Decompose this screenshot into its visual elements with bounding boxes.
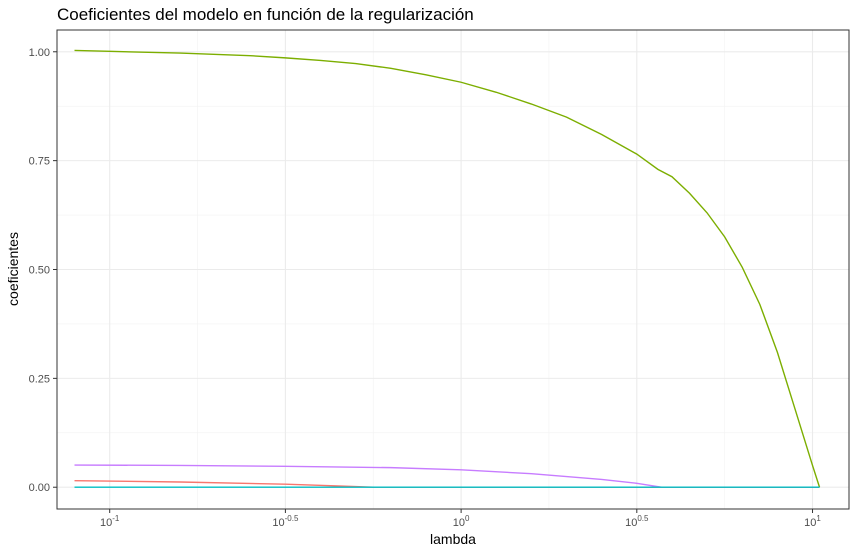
series-line-1 bbox=[74, 49, 821, 488]
y-axis-title: coeficientes bbox=[5, 232, 21, 306]
x-tick-exponent: 0.5 bbox=[637, 514, 649, 523]
x-tick-exponent: 0 bbox=[465, 514, 470, 523]
chart-title: Coeficientes del modelo en función de la… bbox=[57, 5, 474, 24]
x-tick-base: 10 bbox=[804, 517, 816, 529]
y-tick-label: 1.00 bbox=[29, 47, 50, 59]
x-tick-label: 10-1 bbox=[100, 514, 120, 529]
x-tick-exponent: -0.5 bbox=[285, 514, 299, 523]
grid bbox=[57, 30, 849, 509]
x-tick-label: 101 bbox=[804, 514, 821, 529]
series-line-3 bbox=[74, 480, 820, 488]
y-tick-label: 0.50 bbox=[29, 265, 50, 277]
x-tick-label: 100 bbox=[453, 514, 470, 529]
x-tick-base: 10 bbox=[453, 517, 465, 529]
axes: 10-1 10-0.5 100 100.5 1010.000.250.500.751.0… bbox=[29, 47, 822, 529]
x-tick-base: 10 bbox=[272, 517, 284, 529]
y-tick-label: 0.25 bbox=[29, 373, 50, 385]
y-tick-label: 0.75 bbox=[29, 156, 50, 168]
x-tick-base: 10 bbox=[100, 517, 112, 529]
x-tick-exponent: -1 bbox=[112, 514, 120, 523]
x-tick-exponent: 1 bbox=[816, 514, 821, 523]
x-axis-title: lambda bbox=[430, 531, 476, 547]
x-tick-label: 100.5 bbox=[625, 514, 649, 529]
y-tick-label: 0.00 bbox=[29, 482, 50, 494]
series-line-2 bbox=[74, 464, 820, 488]
x-tick-base: 10 bbox=[625, 517, 637, 529]
series-group bbox=[74, 49, 821, 488]
x-tick-label: 10-0.5 bbox=[272, 514, 299, 529]
